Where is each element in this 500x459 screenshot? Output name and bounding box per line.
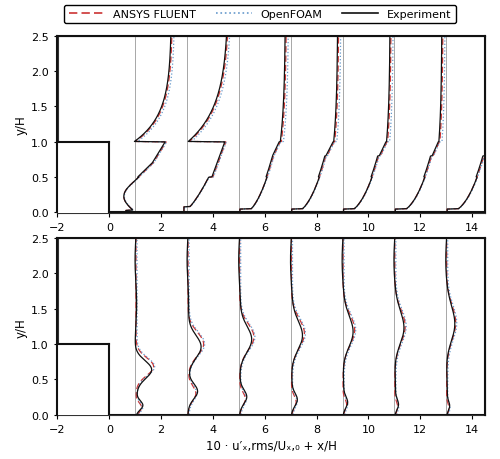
Bar — [44, 142, 110, 248]
Y-axis label: y/H: y/H — [15, 317, 28, 337]
Bar — [44, 344, 110, 450]
X-axis label: 10 · u′ₓ,rms/Uₓ,₀ + x/H: 10 · u′ₓ,rms/Uₓ,₀ + x/H — [206, 438, 336, 452]
Legend: ANSYS FLUENT, OpenFOAM, Experiment: ANSYS FLUENT, OpenFOAM, Experiment — [64, 6, 456, 24]
X-axis label: 2 · ūₓ/Uₓ,₀ + x/H: 2 · ūₓ/Uₓ,₀ + x/H — [224, 236, 318, 250]
Y-axis label: y/H: y/H — [15, 115, 28, 135]
